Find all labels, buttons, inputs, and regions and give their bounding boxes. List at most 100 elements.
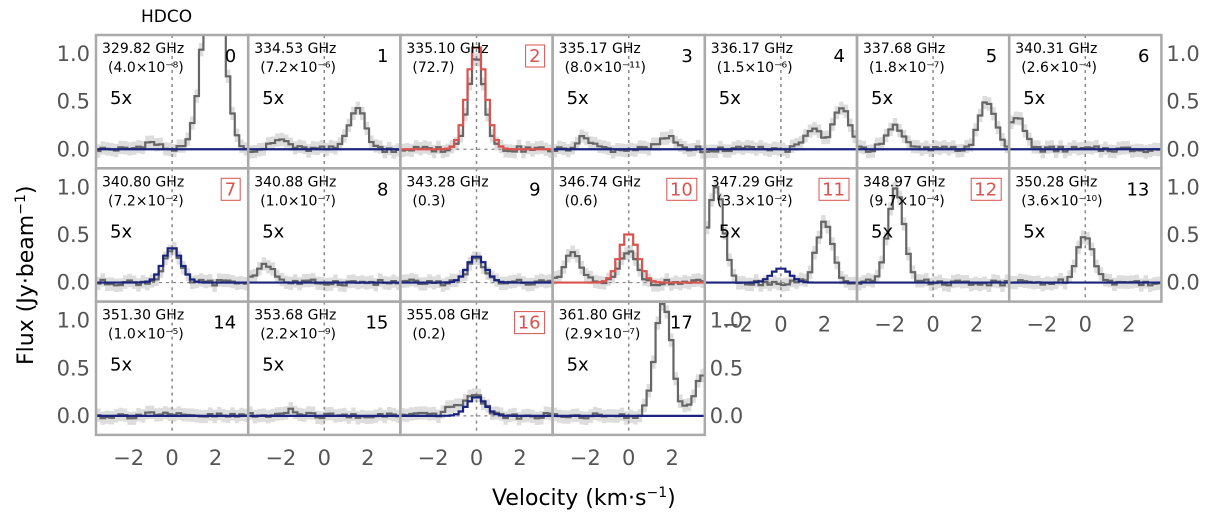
panel-frequency: 336.17 GHz [711, 41, 793, 57]
highlight-box [514, 311, 546, 335]
panel-ratio: (1.0×10⁻⁷) [260, 193, 336, 209]
panel-ratio: (0.6) [565, 193, 598, 209]
panel-ratio: (1.0×10⁻⁵) [108, 327, 184, 343]
panel-index: 9 [529, 179, 540, 200]
panel-frequency: 329.82 GHz [102, 41, 184, 57]
highlight-box [666, 177, 698, 201]
panel-frame [1007, 167, 1163, 303]
x-tick-label: 0 [926, 313, 939, 337]
y-axis-label: Flux (Jy·beam−1) [13, 186, 39, 365]
panel-index: 15 [365, 313, 388, 334]
panel-frequency: 355.08 GHz [406, 308, 488, 324]
panel-index: 4 [834, 46, 845, 67]
uncertainty-band [552, 301, 705, 425]
panel-ratio: (7.2×10⁻²) [108, 193, 184, 209]
panel-plot-area [96, 35, 249, 169]
y-tick-label: 1.0 [1166, 175, 1199, 199]
panel-index: 13 [1126, 179, 1149, 200]
uncertainty-band [704, 101, 857, 159]
model-spectrum [400, 46, 553, 151]
y-tick-label: 0.0 [710, 404, 743, 428]
observed-spectrum [96, 247, 249, 287]
panel-9: 343.28 GHz (0.3) 9 [399, 167, 554, 303]
panel-plot-area [248, 301, 401, 435]
highlight-box [818, 177, 850, 201]
panel-ratio: (2.9×10⁻⁷) [565, 327, 641, 343]
model-spectrum [552, 233, 705, 284]
panel-frequency: 353.68 GHz [254, 308, 336, 324]
model-spectrum [704, 267, 857, 284]
model-spectrum [96, 247, 249, 284]
panel-scale-factor: 5x [262, 221, 284, 242]
panel-ratio: (4.0×10⁻⁸) [108, 60, 184, 76]
panel-frequency: 350.28 GHz [1015, 174, 1097, 190]
y-tick-label: 0.0 [1166, 271, 1199, 295]
x-tick-label: 0 [622, 446, 635, 470]
x-tick-label: −2 [722, 313, 753, 337]
y-tick-label: 0.0 [1166, 137, 1199, 161]
panel-2: 335.10 GHz (72.7) 2 [399, 33, 554, 170]
y-tick-label: 0.5 [1166, 90, 1199, 114]
x-axis-label: Velocity (km·s−1) [492, 485, 676, 511]
uncertainty-band [704, 180, 857, 292]
panel-plot-area [400, 35, 553, 169]
panel-scale-factor: 5x [110, 355, 132, 376]
panel-scale-factor: 5x [567, 88, 589, 109]
highlight-box [970, 177, 1002, 201]
panel-1: 334.53 GHz (7.2×10⁻⁶) 5x 1 [246, 33, 402, 170]
panel-scale-factor: 5x [110, 88, 132, 109]
panel-plot-area [96, 301, 249, 435]
panel-plot-area [1009, 35, 1162, 169]
panel-plot-area [857, 168, 1010, 302]
panel-ratio: (8.0×10⁻¹¹) [565, 60, 646, 76]
x-tick-label: −2 [113, 446, 144, 470]
panel-ratio: (2.2×10⁻⁹) [260, 327, 336, 343]
y-tick-label: 0.0 [57, 137, 90, 161]
panel-ratio: (0.2) [412, 327, 445, 343]
panel-index: 1 [377, 46, 388, 67]
panel-scale-factor: 5x [1023, 221, 1045, 242]
panel-ratio: (0.3) [412, 193, 445, 209]
panel-index: 11 [822, 179, 845, 200]
panel-ratio: (1.5×10⁻⁶) [717, 60, 793, 76]
panel-ratio: (1.8×10⁻⁷) [869, 60, 945, 76]
panel-frequency: 351.30 GHz [102, 308, 184, 324]
panel-plot-area [552, 301, 705, 435]
panel-plot-area [857, 35, 1010, 169]
panel-index: 6 [1138, 46, 1149, 67]
x-tick-label: 0 [1079, 313, 1092, 337]
uncertainty-band [1009, 230, 1162, 292]
panel-index: 10 [670, 179, 693, 200]
panel-frequency: 337.68 GHz [863, 41, 945, 57]
x-tick-label: −2 [874, 313, 905, 337]
panel-index: 12 [974, 179, 997, 200]
panel-ratio: (3.3×10⁻²) [717, 193, 793, 209]
observed-spectrum [1009, 117, 1162, 154]
panel-10: 346.74 GHz (0.6) 10 [551, 167, 707, 303]
figure-title: HDCO [141, 7, 192, 27]
panel-scale-factor: 5x [1023, 88, 1045, 109]
panel-plot-area [1009, 168, 1162, 302]
model-spectrum [400, 255, 553, 284]
x-tick-label: −2 [265, 446, 296, 470]
x-tick-label: −2 [570, 446, 601, 470]
panel-frequency: 335.17 GHz [559, 41, 641, 57]
panel-frequency: 340.88 GHz [254, 174, 336, 190]
panel-0: 329.82 GHz (4.0×10⁻⁸) 5x 0 0.0 0.5 1.0 [57, 33, 250, 170]
y-tick-label: 0.5 [710, 356, 743, 380]
x-tick-label: 2 [513, 446, 526, 470]
observed-spectrum [248, 107, 401, 154]
panel-index: 16 [518, 313, 541, 334]
observed-spectrum [248, 262, 401, 287]
panel-index: 0 [225, 46, 236, 67]
panel-plot-area [248, 168, 401, 302]
panel-frequency: 347.29 GHz [711, 174, 793, 190]
panel-ratio: (72.7) [412, 60, 454, 76]
x-tick-label: 0 [470, 446, 483, 470]
x-tick-label: 0 [165, 446, 178, 470]
uncertainty-band [96, 241, 249, 293]
y-tick-label: 0.0 [57, 271, 90, 295]
panel-4: 336.17 GHz (1.5×10⁻⁶) 5x 4 [703, 33, 859, 170]
panel-frequency: 335.10 GHz [406, 41, 488, 57]
